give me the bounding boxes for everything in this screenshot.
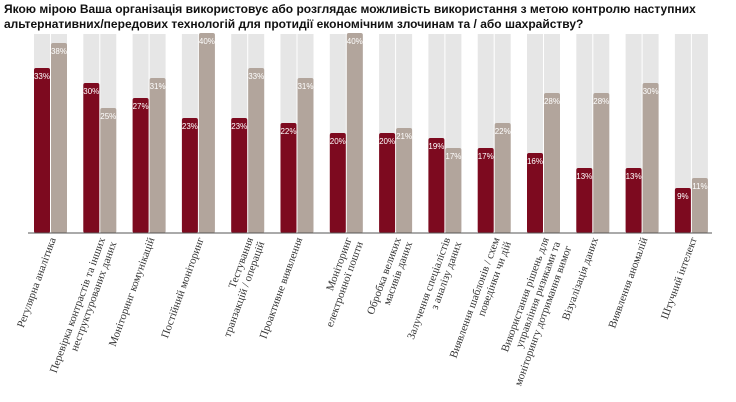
- value-label-considered-3: 40%: [199, 37, 215, 46]
- value-labels: 33% 38% 30% 25% 27% 31% 23% 40% 23% 33% 22% 31% 20% 4…: [34, 37, 708, 201]
- value-label-used-13: 9%: [677, 192, 689, 201]
- value-label-considered-4: 33%: [248, 72, 264, 81]
- bar-used-9: [477, 148, 494, 233]
- category-label-6: Моніторингелектронної пошти: [313, 235, 367, 328]
- category-label-line: Постійний моніторинг: [159, 235, 207, 339]
- value-label-used-6: 20%: [330, 137, 346, 146]
- bar-considered-1: [100, 108, 117, 233]
- value-label-considered-10: 28%: [544, 97, 560, 106]
- category-label-12: Виявлення аномалій: [606, 236, 650, 330]
- chart-title: Якою мірою Ваша організація використовує…: [4, 2, 696, 31]
- bar-used-13: [674, 188, 691, 233]
- bar-used-8: [428, 138, 445, 233]
- bar-considered-13: [691, 178, 708, 233]
- value-label-used-11: 13%: [576, 172, 592, 181]
- value-label-used-12: 13%: [626, 172, 642, 181]
- value-label-considered-6: 40%: [347, 37, 363, 46]
- bar-considered-7: [396, 128, 413, 233]
- category-label-line: Виявлення аномалій: [606, 236, 650, 330]
- value-label-used-9: 17%: [478, 152, 494, 161]
- bar-considered-2: [149, 78, 166, 233]
- value-label-used-8: 19%: [428, 142, 444, 151]
- value-label-used-4: 23%: [231, 122, 247, 131]
- bar-considered-0: [51, 43, 67, 233]
- bar-considered-9: [494, 123, 511, 233]
- value-label-considered-7: 21%: [396, 132, 412, 141]
- value-label-used-7: 20%: [379, 137, 395, 146]
- value-label-used-1: 30%: [83, 87, 99, 96]
- value-label-considered-5: 31%: [297, 82, 313, 91]
- bar-used-4: [231, 118, 248, 233]
- value-label-considered-12: 30%: [643, 87, 659, 96]
- bar-considered-12: [642, 83, 659, 233]
- bar-considered-6: [346, 33, 363, 233]
- bar-used-10: [527, 153, 543, 233]
- value-label-considered-13: 11%: [692, 182, 707, 191]
- bar-used-1: [83, 83, 100, 233]
- value-label-considered-0: 38%: [51, 47, 67, 56]
- value-label-considered-11: 28%: [593, 97, 609, 106]
- bar-used-7: [379, 133, 396, 233]
- category-label-1: Перевірка контрастів та іншихнеструктуро…: [48, 235, 120, 378]
- category-label-8: Залучення спеціалістівз аналізу даних: [405, 235, 465, 345]
- category-label-line: Регулярна аналітика: [15, 236, 59, 329]
- bar-considered-8: [445, 148, 462, 233]
- value-label-used-5: 22%: [280, 127, 296, 136]
- bar-used-6: [329, 133, 346, 233]
- value-label-used-10: 16%: [527, 157, 543, 166]
- category-label-4: Тестуваннятранзакцій / операцій: [210, 236, 267, 339]
- bar-used-3: [181, 118, 198, 233]
- bar-used-11: [576, 168, 593, 233]
- category-label-3: Постійний моніторинг: [159, 235, 207, 339]
- bg-bar-used-13: [674, 34, 691, 233]
- value-label-considered-8: 17%: [445, 152, 461, 161]
- bar-used-5: [280, 123, 297, 233]
- bar-considered-3: [198, 33, 215, 233]
- category-label-13: Штучний інтелект: [659, 236, 700, 321]
- value-label-used-2: 27%: [133, 102, 149, 111]
- category-label-5: Проактивне виявлення: [258, 236, 306, 340]
- category-label-line: Перевірка контрастів та інших: [48, 235, 108, 374]
- value-label-considered-2: 31%: [150, 82, 166, 91]
- value-label-considered-1: 25%: [100, 112, 116, 121]
- category-label-0: Регулярна аналітика: [15, 236, 59, 329]
- data-bars: [34, 33, 708, 233]
- bar-considered-4: [248, 68, 265, 233]
- value-label-used-0: 33%: [34, 72, 50, 81]
- bar-used-0: [34, 68, 50, 233]
- bar-considered-5: [297, 78, 314, 233]
- category-label-line: Штучний інтелект: [659, 236, 700, 321]
- bar-considered-11: [593, 93, 610, 233]
- value-label-considered-9: 22%: [495, 127, 511, 136]
- bar-considered-10: [544, 93, 560, 233]
- value-label-used-3: 23%: [182, 122, 198, 131]
- bar-used-12: [625, 168, 642, 233]
- bar-used-2: [132, 98, 149, 233]
- category-label-7: Обробка великихмасивів даних: [365, 235, 415, 320]
- category-label-line: Проактивне виявлення: [258, 236, 306, 340]
